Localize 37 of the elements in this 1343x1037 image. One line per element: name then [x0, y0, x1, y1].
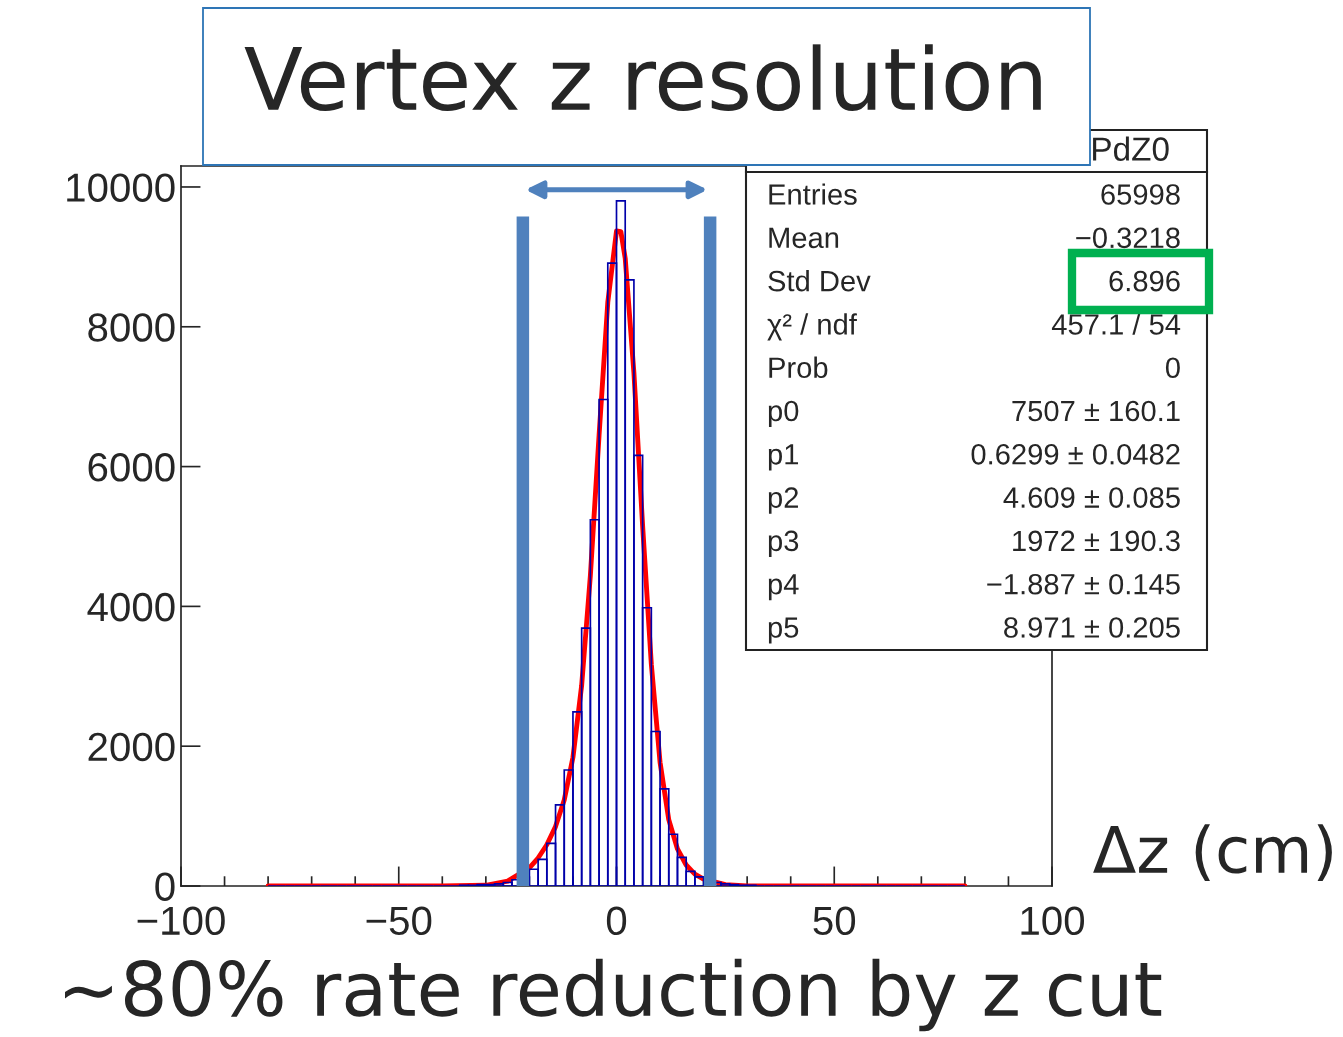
annotation: p3: [768, 530, 799, 557]
y-tick-label: 0: [155, 872, 175, 901]
chart-title: Vertex z resolution: [244, 44, 1041, 111]
x-tick-label: 100: [1021, 906, 1085, 936]
annotation: Prob: [769, 356, 828, 379]
annotation: Entries: [769, 183, 857, 205]
text: −0.3218: [1076, 227, 1180, 249]
annotation: 4.609 ± 0.085: [1003, 487, 1180, 508]
annotation: 7507 ± 160.1: [1012, 400, 1180, 422]
text: 0: [1165, 357, 1180, 379]
annotation: p5: [768, 617, 799, 644]
text: 6.896: [1109, 270, 1180, 292]
y-tick-label: 4000: [87, 592, 175, 622]
x-tick-label: −100: [137, 906, 225, 936]
y-tick-label: 2000: [88, 732, 175, 762]
x-tick-label: 50: [813, 906, 856, 936]
annotation: χ² / ndf: [767, 313, 857, 341]
x-tick-label: −50: [366, 906, 432, 936]
annotation: 1972 ± 190.3: [1013, 530, 1180, 552]
annotation: p4: [768, 574, 799, 601]
y-tick-label: 6000: [88, 453, 175, 482]
annotation: Std Dev: [768, 270, 871, 292]
annotation: Mean: [769, 227, 839, 249]
annotation: 8.971 ± 0.205: [1004, 617, 1180, 638]
annotation: p2: [768, 487, 798, 514]
x-axis-title: Δz (cm): [1093, 824, 1332, 882]
annotation: 457.1 / 54: [1051, 313, 1181, 335]
text: ~80% rate reduction by z cut: [64, 958, 1162, 1032]
text: 65998: [1101, 184, 1180, 205]
text: PdZ0: [1093, 136, 1169, 161]
annotation: p1: [768, 444, 799, 471]
x-tick-label: 0: [606, 906, 627, 936]
annotation: 0.6299 ± 0.0482: [971, 443, 1180, 465]
y-tick-label: 10000: [67, 173, 175, 202]
annotation: p0: [768, 400, 799, 428]
annotation: −1.887 ± 0.145: [987, 573, 1180, 595]
y-tick-label: 8000: [88, 313, 175, 342]
